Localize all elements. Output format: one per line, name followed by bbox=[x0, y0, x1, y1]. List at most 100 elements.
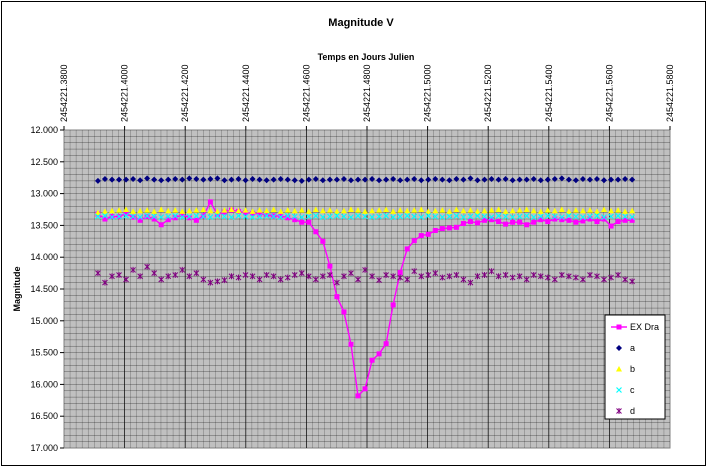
data-point bbox=[355, 207, 362, 213]
data-point bbox=[257, 211, 263, 217]
data-point bbox=[312, 206, 319, 212]
data-point bbox=[523, 176, 530, 183]
data-point bbox=[460, 176, 467, 183]
data-point bbox=[340, 175, 347, 182]
data-point bbox=[347, 177, 354, 184]
data-point bbox=[291, 272, 298, 279]
data-point bbox=[137, 273, 143, 280]
data-point bbox=[530, 214, 537, 221]
data-point bbox=[629, 214, 636, 221]
data-point bbox=[404, 276, 411, 283]
data-point bbox=[123, 210, 129, 216]
data-point bbox=[193, 207, 200, 213]
data-point bbox=[418, 206, 425, 212]
data-point bbox=[615, 176, 622, 183]
data-point bbox=[334, 294, 340, 300]
data-point bbox=[193, 212, 200, 219]
y-tick-label: 16.500 bbox=[30, 411, 58, 421]
data-point bbox=[298, 207, 305, 213]
data-point bbox=[481, 213, 488, 220]
data-point bbox=[200, 176, 207, 183]
data-point bbox=[572, 207, 579, 213]
data-point bbox=[207, 199, 213, 205]
data-point bbox=[629, 278, 635, 285]
data-point bbox=[249, 214, 256, 221]
data-point bbox=[411, 175, 418, 182]
data-point bbox=[193, 175, 200, 182]
data-point bbox=[622, 213, 629, 220]
data-point bbox=[263, 207, 270, 214]
data-point bbox=[615, 219, 621, 225]
data-point bbox=[425, 176, 432, 183]
data-point bbox=[221, 207, 228, 213]
data-point bbox=[193, 217, 199, 223]
data-point bbox=[601, 206, 608, 212]
data-point bbox=[341, 309, 347, 315]
data-point bbox=[601, 276, 607, 283]
data-point bbox=[249, 273, 256, 280]
data-point bbox=[544, 274, 551, 281]
data-point bbox=[460, 220, 466, 226]
data-point bbox=[298, 270, 305, 277]
data-point bbox=[404, 246, 410, 252]
y-tick-label: 16.000 bbox=[30, 379, 58, 389]
data-point bbox=[593, 175, 600, 182]
data-point bbox=[228, 214, 235, 221]
data-point bbox=[517, 219, 523, 225]
data-point bbox=[291, 213, 298, 220]
data-point bbox=[502, 213, 509, 220]
data-point bbox=[137, 214, 144, 221]
data-point bbox=[326, 207, 333, 213]
data-point bbox=[411, 268, 418, 275]
data-point bbox=[509, 214, 516, 221]
data-point bbox=[390, 214, 397, 221]
data-point bbox=[362, 208, 369, 214]
data-point bbox=[355, 212, 361, 219]
data-point bbox=[158, 222, 164, 228]
data-point bbox=[474, 220, 480, 226]
data-point bbox=[284, 274, 291, 281]
data-point bbox=[572, 177, 579, 184]
data-point bbox=[270, 176, 277, 183]
data-point bbox=[200, 206, 207, 212]
data-point bbox=[565, 212, 572, 219]
data-point bbox=[186, 215, 192, 221]
data-point bbox=[207, 214, 214, 221]
data-point bbox=[144, 263, 150, 270]
x-tick-label: 2454221.5400 bbox=[544, 64, 554, 122]
data-point bbox=[566, 217, 572, 223]
y-axis-label: Magnitude bbox=[12, 267, 22, 312]
data-point bbox=[264, 212, 270, 218]
data-point bbox=[622, 276, 628, 283]
data-point bbox=[608, 213, 614, 220]
data-point bbox=[151, 270, 158, 277]
data-point bbox=[587, 272, 593, 279]
data-point bbox=[165, 217, 171, 223]
data-point bbox=[432, 270, 439, 277]
data-point bbox=[263, 177, 270, 184]
data-point bbox=[376, 351, 382, 357]
data-point bbox=[551, 276, 558, 283]
data-point bbox=[594, 273, 600, 280]
data-point bbox=[488, 268, 495, 275]
data-point bbox=[495, 176, 502, 183]
data-point bbox=[587, 213, 593, 220]
data-point bbox=[278, 213, 284, 219]
legend-label: EX Dra bbox=[630, 322, 659, 332]
data-point bbox=[432, 207, 439, 214]
data-point bbox=[299, 219, 305, 225]
data-point bbox=[221, 213, 228, 220]
data-point bbox=[235, 274, 242, 281]
data-point bbox=[158, 276, 165, 283]
data-point bbox=[586, 176, 593, 183]
data-point bbox=[228, 176, 235, 183]
data-point bbox=[137, 177, 144, 184]
data-point bbox=[172, 207, 179, 213]
data-point bbox=[418, 177, 425, 184]
y-tick-label: 12.500 bbox=[30, 157, 58, 167]
series-b bbox=[94, 206, 636, 216]
data-point bbox=[362, 386, 368, 392]
data-point bbox=[172, 272, 179, 279]
data-point bbox=[446, 213, 453, 220]
data-point bbox=[348, 341, 354, 347]
